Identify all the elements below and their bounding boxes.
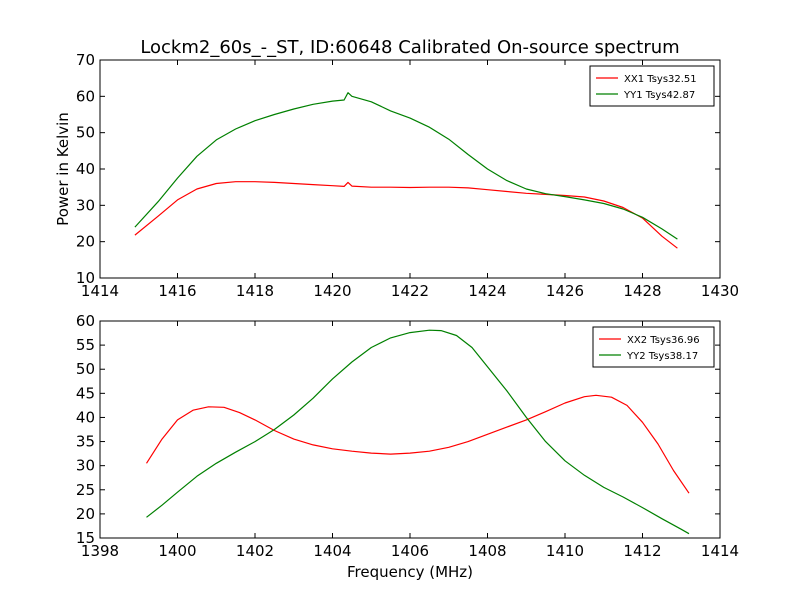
series-line-xx1 [134, 181, 678, 249]
legend-label: YY1 Tsys42.87 [623, 90, 695, 101]
legend-box [589, 65, 715, 107]
x-tick-label: 1410 [546, 542, 584, 560]
series-line-yy1 [134, 92, 678, 240]
x-tick-label: 1420 [313, 282, 351, 300]
x-tick-label: 1398 [81, 542, 119, 560]
chart-panel-2: 1398 1400 1402 1404 1406 1408 1410 1412 1414 15 20… [76, 312, 739, 560]
y-tick-label: 30 [76, 457, 95, 475]
y-tick-label: 50 [76, 360, 95, 378]
x-tick-label: 1406 [391, 542, 429, 560]
legend-label: XX2 Tsys36.96 [627, 335, 700, 346]
x-tick-label: 1404 [313, 542, 351, 560]
y-tick-label: 55 [76, 336, 95, 354]
legend-label: YY2 Tsys38.17 [626, 351, 698, 362]
x-tick-label: 1408 [468, 542, 506, 560]
legend-box [592, 326, 715, 368]
x-tick-label: 1424 [468, 282, 506, 300]
y-tick-label: 45 [76, 384, 95, 402]
x-tick-label: 1416 [158, 282, 196, 300]
x-tick-label: 1430 [701, 282, 739, 300]
legend: XX1 Tsys32.51 YY1 Tsys42.87 [589, 65, 715, 107]
y-tick-label: 15 [76, 529, 95, 547]
x-tick-label: 1414 [81, 282, 119, 300]
x-tick-label: 1402 [236, 542, 274, 560]
y-axis-label: Power in Kelvin [54, 112, 72, 226]
legend-label: XX1 Tsys32.51 [624, 74, 697, 85]
series-line-xx2 [145, 394, 690, 494]
y-tick-label: 35 [76, 433, 95, 451]
x-tick-label: 1426 [546, 282, 584, 300]
y-tick-label: 20 [76, 505, 95, 523]
y-tick-label: 50 [76, 124, 95, 142]
y-tick-label: 10 [76, 269, 95, 287]
y-tick-label: 25 [76, 481, 95, 499]
y-tick-label: 40 [76, 160, 95, 178]
x-tick-label: 1400 [158, 542, 196, 560]
y-tick-label: 40 [76, 408, 95, 426]
legend: XX2 Tsys36.96 YY2 Tsys38.17 [592, 326, 715, 368]
x-tick-label: 1428 [623, 282, 661, 300]
y-tick-label: 30 [76, 196, 95, 214]
y-tick-label: 20 [76, 233, 95, 251]
x-axis-label: Frequency (MHz) [347, 563, 473, 581]
y-tick-label: 60 [76, 87, 95, 105]
series-line-yy2 [146, 329, 690, 535]
x-tick-label: 1414 [701, 542, 739, 560]
chart-panels: 1414 1416 1418 1420 1422 1424 1426 1428 1430 10 20… [76, 51, 739, 560]
y-tick-label: 70 [76, 51, 95, 69]
y-tick-label: 60 [76, 312, 95, 330]
figure-title: Lockm2_60s_-_ST, ID:60648 Calibrated On-… [140, 37, 679, 58]
x-tick-label: 1422 [391, 282, 429, 300]
x-tick-label: 1418 [236, 282, 274, 300]
x-tick-label: 1412 [623, 542, 661, 560]
chart-panel-1: 1414 1416 1418 1420 1422 1424 1426 1428 1430 10 20… [76, 51, 739, 300]
